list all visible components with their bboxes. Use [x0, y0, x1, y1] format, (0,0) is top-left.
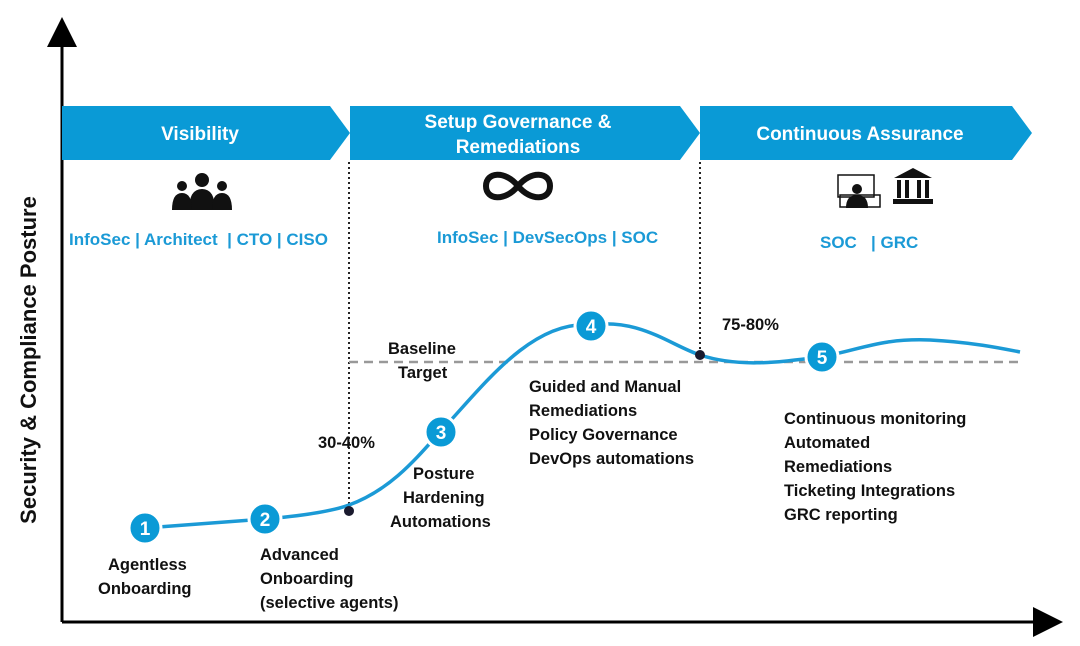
step-label: Remediations	[529, 402, 637, 420]
bank-icon	[893, 168, 933, 204]
step-3: 3	[423, 414, 459, 450]
step-number: 3	[436, 423, 447, 444]
y-axis-label: Security & Compliance Posture	[16, 196, 41, 524]
step-label: Ticketing Integrations	[784, 482, 955, 500]
step-label: Automations	[390, 513, 491, 531]
step-label: Guided and Manual	[529, 378, 681, 396]
step-1: 1	[127, 510, 163, 546]
phase-title: Remediations	[456, 137, 581, 158]
baseline-label: Baseline	[388, 340, 456, 358]
step-label: DevOps automations	[529, 450, 694, 468]
step-label: Remediations	[784, 458, 892, 476]
step-number: 5	[817, 348, 828, 369]
step-label: (selective agents)	[260, 594, 398, 612]
phase-title: Continuous Assurance	[756, 124, 963, 145]
step-label: Agentless	[108, 556, 187, 574]
phase-banner-assurance	[700, 106, 1032, 160]
people-group-icon	[172, 173, 232, 210]
phase-banner-visibility	[62, 106, 350, 160]
phase-roles: InfoSec | DevSecOps | SOC	[437, 228, 658, 247]
step-label: Policy Governance	[529, 426, 678, 444]
phase-title: Visibility	[161, 124, 239, 145]
baseline-label: Target	[398, 364, 448, 382]
marker-dot	[695, 350, 705, 360]
step-label: Automated	[784, 434, 870, 452]
phase-banner-governance	[350, 106, 700, 160]
monitor-user-icon	[837, 174, 881, 208]
step-5: 5	[804, 339, 840, 375]
marker-dot	[344, 506, 354, 516]
step-number: 2	[260, 510, 271, 531]
step-label: GRC reporting	[784, 506, 898, 524]
infinity-icon	[482, 171, 554, 201]
step-label: Advanced	[260, 546, 339, 564]
marker-low-label: 30-40%	[318, 434, 375, 452]
phase-roles: InfoSec | Architect | CTO | CISO	[69, 230, 328, 249]
phase-title: Setup Governance &	[425, 112, 612, 133]
step-label: Onboarding	[260, 570, 354, 588]
step-2: 2	[247, 501, 283, 537]
step-number: 1	[140, 519, 151, 540]
step-number: 4	[586, 317, 597, 338]
step-4: 4	[573, 308, 609, 344]
phase-roles: SOC | GRC	[820, 233, 918, 252]
step-label: Hardening	[403, 489, 485, 507]
step-label: Posture	[413, 465, 474, 483]
marker-high-label: 75-80%	[722, 316, 779, 334]
step-label: Continuous monitoring	[784, 410, 966, 428]
step-label: Onboarding	[98, 580, 192, 598]
